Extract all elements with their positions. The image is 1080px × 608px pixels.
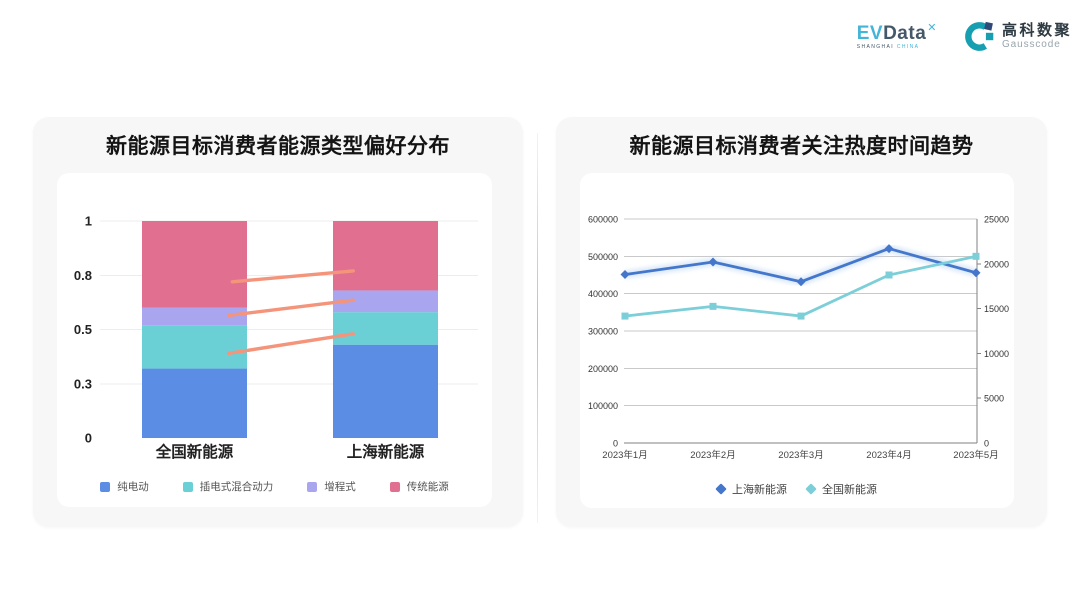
left-axis-tick-label: 200000 (588, 364, 618, 374)
left-chart-legend: 纯电动 插电式混合动力 增程式 传统能源 (57, 479, 492, 494)
x-axis-tick-label: 2023年4月 (866, 449, 911, 461)
data-point-上海新能源[interactable] (884, 244, 894, 254)
card-energy-type-preference: 新能源目标消费者能源类型偏好分布 0 0.3 0.5 0.8 1 全国新能源 上海新能源 纯… (33, 117, 523, 527)
gausscode-text: 高科数聚 Gausscode (1002, 23, 1072, 50)
brand-bar: EVData✕ SHANGHAI CHINA 高科数聚 Gausscode (857, 20, 1072, 53)
data-point-上海新能源[interactable] (620, 270, 630, 280)
right-axis-tick-label: 0 (984, 439, 989, 449)
evdata-logo-ev: EV (856, 23, 884, 44)
legend-item-上海新能源[interactable]: 上海新能源 (715, 481, 787, 497)
left-chart-title: 新能源目标消费者能源类型偏好分布 (106, 135, 450, 158)
x-axis-tick-label: 2023年1月 (602, 449, 647, 461)
y-axis-tick-label: 0.5 (74, 322, 92, 337)
legend-label: 传统能源 (406, 481, 449, 493)
bar-segment-传统能源[interactable] (142, 221, 247, 308)
x-axis-tick-label: 2023年5月 (953, 449, 998, 461)
y-axis-tick-label: 0 (85, 431, 92, 446)
right-chart-panel: 0 100000 200000 300000 400000 500000 600000 0 50… (580, 173, 1014, 508)
legend-label: 全国新能源 (822, 484, 877, 496)
evdata-sub-china: CHINA (896, 44, 920, 50)
card-attention-trend: 新能源目标消费者关注热度时间趋势 0 100000 200000 300000 4000… (556, 117, 1047, 527)
bar-segment-插电式混合动力[interactable] (333, 312, 438, 345)
legend-item-插电式混合动力[interactable]: 插电式混合动力 (182, 479, 274, 494)
right-axis-tick-label: 15000 (984, 304, 1009, 314)
legend-label: 增程式 (324, 481, 356, 493)
trend-line-chart: 0 100000 200000 300000 400000 500000 600000 0 50… (588, 215, 1009, 462)
data-point-全国新能源[interactable] (621, 312, 629, 320)
left-axis-tick-label: 500000 (588, 252, 618, 262)
annotation-line (226, 298, 355, 318)
gausscode-cn-text: 高科数聚 (1001, 21, 1072, 39)
left-axis-tick-label: 400000 (588, 289, 618, 299)
gausscode-en-text: Gausscode (1001, 38, 1061, 50)
right-chart-legend: 上海新能源 全国新能源 (580, 481, 1014, 497)
evdata-wordmark: EVData✕ (856, 22, 937, 44)
left-axis-tick-label: 600000 (588, 215, 618, 225)
legend-diamond-swatch (805, 483, 817, 495)
left-axis-tick-label: 300000 (588, 327, 618, 337)
legend-square-swatch (182, 481, 193, 492)
legend-diamond-swatch (715, 483, 727, 495)
data-point-全国新能源[interactable] (797, 312, 805, 320)
left-axis-tick-label: 100000 (588, 401, 618, 411)
gausscode-logo: 高科数聚 Gausscode (963, 20, 1072, 53)
y-axis-tick-label: 1 (85, 214, 92, 229)
y-axis-tick-label: 0.8 (74, 268, 92, 283)
data-point-上海新能源[interactable] (708, 257, 718, 267)
x-category-label: 上海新能源 (347, 442, 425, 461)
right-axis-tick-label: 20000 (984, 259, 1009, 269)
annotation-line (230, 269, 355, 284)
series-line-glow (624, 244, 978, 286)
right-axis-tick-label: 10000 (984, 349, 1009, 359)
annotation-line (226, 332, 355, 356)
data-point-全国新能源[interactable] (972, 252, 980, 260)
data-point-上海新能源[interactable] (971, 268, 981, 278)
x-category-label: 全国新能源 (155, 442, 234, 461)
legend-label: 纯电动 (117, 481, 149, 493)
evdata-logo: EVData✕ SHANGHAI CHINA (857, 20, 937, 50)
right-axis-tick-label: 5000 (984, 394, 1004, 404)
evdata-logo-data: Data (883, 23, 927, 44)
legend-square-swatch (307, 481, 318, 492)
stacked-bar-chart: 0 0.3 0.5 0.8 1 全国新能源 上海新能源 (74, 214, 478, 461)
evdata-x-icon: ✕ (927, 22, 937, 34)
x-axis-tick-label: 2023年2月 (690, 449, 735, 461)
legend-item-全国新能源[interactable]: 全国新能源 (805, 481, 877, 497)
bar-segment-增程式[interactable] (142, 307, 247, 326)
bar-segment-插电式混合动力[interactable] (142, 325, 247, 369)
data-point-上海新能源[interactable] (796, 277, 806, 287)
y-axis-tick-label: 0.3 (74, 376, 92, 391)
right-chart-title: 新能源目标消费者关注热度时间趋势 (629, 135, 974, 158)
legend-label: 上海新能源 (732, 484, 787, 496)
x-axis-tick-label: 2023年3月 (778, 449, 823, 461)
left-chart-panel: 0 0.3 0.5 0.8 1 全国新能源 上海新能源 纯电动 插电式混合动力 增程式 传统能源 (57, 173, 492, 507)
panel-divider (537, 133, 538, 523)
data-point-全国新能源[interactable] (709, 302, 717, 310)
bar-segment-传统能源[interactable] (333, 221, 438, 291)
evdata-subtext: SHANGHAI CHINA (857, 45, 937, 50)
left-axis-tick-label: 0 (613, 439, 618, 449)
legend-item-增程式[interactable]: 增程式 (307, 479, 356, 494)
bar-segment-纯电动[interactable] (333, 344, 438, 438)
legend-label: 插电式混合动力 (199, 481, 274, 493)
evdata-sub-shanghai: SHANGHAI (856, 44, 895, 50)
right-axis-tick-label: 25000 (984, 215, 1009, 225)
legend-square-swatch (100, 481, 111, 492)
data-point-全国新能源[interactable] (885, 271, 893, 279)
legend-item-传统能源[interactable]: 传统能源 (389, 479, 449, 494)
gausscode-g-icon (965, 21, 994, 51)
bar-segment-增程式[interactable] (333, 290, 438, 313)
legend-square-swatch (389, 481, 400, 492)
legend-item-纯电动[interactable]: 纯电动 (100, 479, 149, 494)
bar-segment-纯电动[interactable] (142, 368, 247, 438)
